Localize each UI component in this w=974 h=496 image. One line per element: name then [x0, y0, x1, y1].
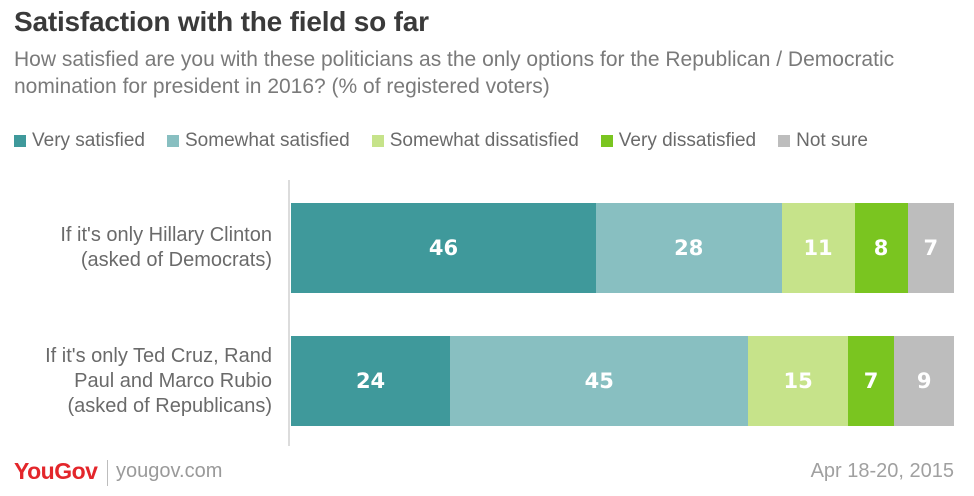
data-label: 7 [923, 236, 939, 260]
data-label: 45 [584, 369, 614, 393]
bar-segment: 46 [291, 203, 596, 293]
legend: Very satisfied Somewhat satisfied Somewhat… [14, 130, 890, 152]
legend-label: Somewhat dissatisfied [389, 130, 579, 151]
footer-divider [107, 460, 108, 486]
data-label: 7 [863, 369, 879, 393]
bar-segment: 24 [291, 336, 451, 426]
legend-label: Very satisfied [32, 130, 145, 151]
footer-url: yougov.com [116, 460, 223, 482]
category-label-line: If it's only Ted Cruz, Rand [45, 344, 272, 367]
category-label-line: (asked of Republicans) [67, 394, 272, 417]
legend-item-0: Very satisfied [14, 130, 145, 152]
data-label: 28 [674, 236, 704, 260]
data-label: 9 [916, 369, 932, 393]
bar-segment: 45 [450, 336, 749, 426]
category-label-line: (asked of Democrats) [80, 249, 272, 271]
chart-subtitle: How satisfied are you with these politic… [14, 48, 895, 98]
bar-segment: 8 [854, 203, 908, 293]
yougov-logo: YouGov [14, 458, 98, 484]
bar-segment: 15 [748, 336, 848, 426]
legend-swatch [14, 135, 26, 147]
bar-segment: 7 [847, 336, 895, 426]
legend-item-2: Somewhat dissatisfied [371, 130, 579, 152]
footer-date: Apr 18-20, 2015 [810, 460, 954, 482]
legend-swatch [778, 135, 791, 147]
stacked-bar: 24 45 15 7 9 [291, 336, 954, 426]
legend-label: Somewhat satisfied [185, 130, 350, 151]
data-label: 11 [803, 236, 833, 260]
category-axis-line [288, 180, 290, 446]
data-label: 46 [428, 236, 459, 260]
legend-swatch [167, 135, 179, 147]
stacked-bar: 46 28 11 8 7 [291, 203, 954, 293]
category-label-line: Paul and Marco Rubio [74, 369, 272, 392]
legend-item-1: Somewhat satisfied [167, 130, 350, 152]
bar-segment: 9 [894, 336, 954, 426]
data-label: 24 [355, 369, 386, 393]
bar-segment: 11 [781, 203, 855, 293]
legend-item-3: Very dissatisfied [600, 130, 757, 152]
bar-segment: 7 [907, 203, 954, 293]
bar-segment: 28 [595, 203, 782, 293]
data-label: 15 [783, 369, 813, 393]
category-label-line: If it's only Hillary Clinton [60, 224, 272, 246]
legend-swatch [600, 135, 613, 147]
legend-label: Very dissatisfied [618, 130, 757, 151]
chart-title: Satisfaction with the field so far [14, 6, 429, 37]
legend-label: Not sure [796, 130, 868, 151]
category-label: If it's only Hillary Clinton (asked of De… [0, 223, 272, 273]
legend-swatch [371, 135, 384, 147]
data-label: 8 [873, 236, 889, 260]
legend-item-4: Not sure [778, 130, 868, 152]
category-label: If it's only Ted Cruz, Rand Paul and Marc… [0, 344, 272, 419]
